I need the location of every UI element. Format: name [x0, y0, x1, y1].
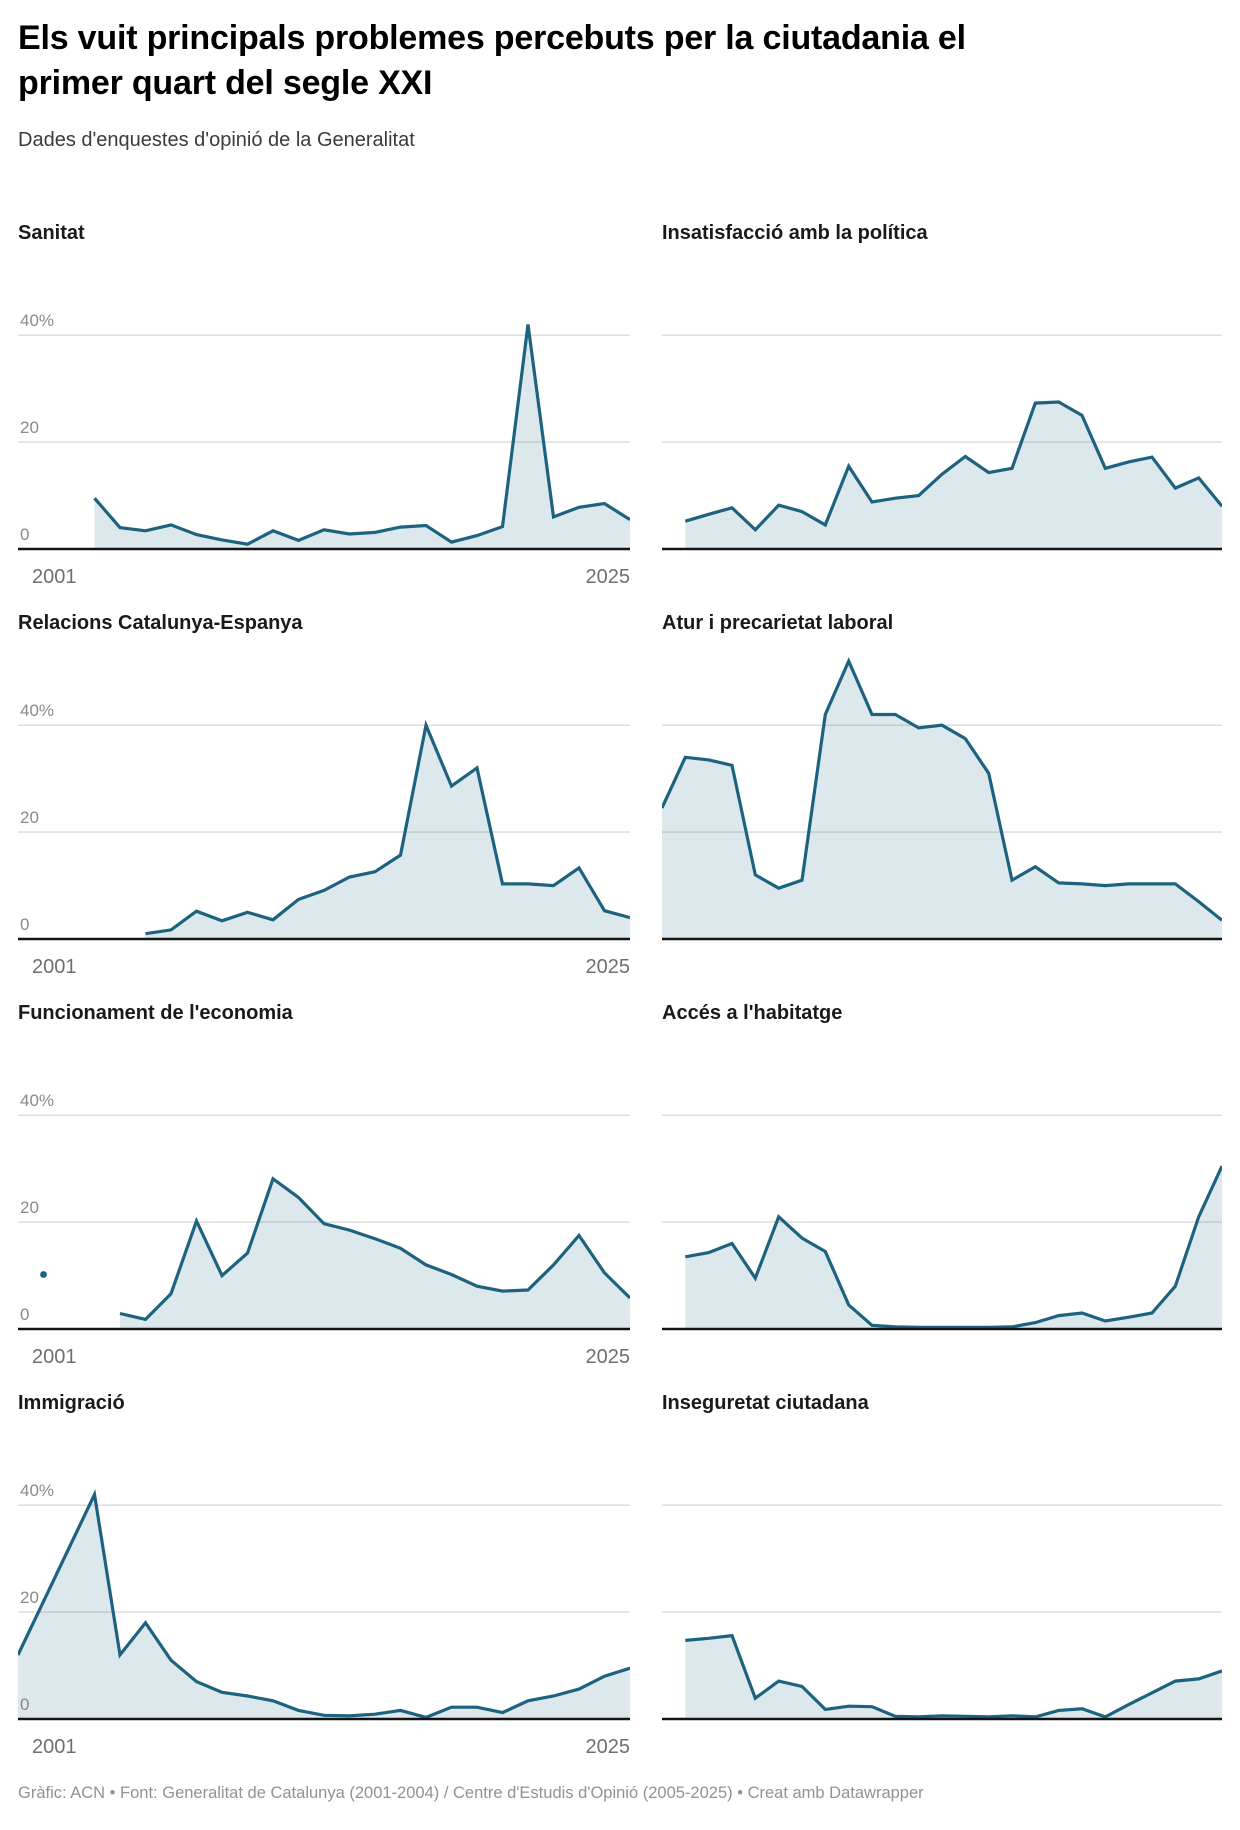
panel-title: Sanitat: [18, 222, 85, 245]
x-axis-label-end: 2025: [585, 956, 631, 979]
y-axis-label-40: 40%: [20, 1481, 55, 1501]
chart-canvas: [18, 1489, 630, 1721]
area-chart-economia: 40% 20 0: [18, 1036, 630, 1332]
y-axis-label-20: 20: [20, 1588, 39, 1608]
panel-insatisfaccio-politica: Insatisfacció amb la política: [662, 198, 1222, 588]
y-axis-label-0: 0: [20, 1695, 30, 1715]
x-axis: 2001 2025: [18, 1332, 630, 1380]
chart-canvas: [662, 334, 1222, 551]
footer-credit: Gràfic: ACN • Font: Generalitat de Catal…: [18, 1784, 924, 1803]
panel-funcionament-economia: Funcionament de l'economia 40% 20 0 2001…: [18, 978, 630, 1368]
x-axis-label-start: 2001: [32, 1346, 77, 1369]
area-chart-immigracio: 40% 20 0: [18, 1426, 630, 1722]
y-axis-label-0: 0: [20, 525, 30, 545]
chart-canvas: [662, 1114, 1222, 1331]
y-axis-label-40: 40%: [20, 1091, 55, 1111]
x-axis: [662, 1722, 1222, 1770]
area-chart-inseguretat: [662, 1426, 1222, 1722]
panel-title: Accés a l'habitatge: [662, 1002, 843, 1025]
y-axis-label-40: 40%: [20, 311, 55, 331]
y-axis-label-0: 0: [20, 915, 30, 935]
area-chart-atur: [662, 646, 1222, 942]
panel-title: Insatisfacció amb la política: [662, 222, 928, 245]
y-axis-label-40: 40%: [20, 701, 55, 721]
x-axis: 2001 2025: [18, 552, 630, 600]
x-axis-label-start: 2001: [32, 566, 77, 589]
page-subtitle: Dades d'enquestes d'opinió de la General…: [18, 129, 415, 152]
panel-title: Immigració: [18, 1392, 125, 1415]
panel-inseguretat-ciutadana: Inseguretat ciutadana: [662, 1368, 1222, 1758]
area-chart-habitatge: [662, 1036, 1222, 1332]
x-axis-label-end: 2025: [585, 566, 631, 589]
area-chart-insatisfaccio: [662, 256, 1222, 552]
panel-acces-habitatge: Accés a l'habitatge: [662, 978, 1222, 1368]
x-axis: 2001 2025: [18, 1722, 630, 1770]
charts-grid: Sanitat 40% 20 0 2001 2025 Insatisfacció…: [0, 198, 1240, 1758]
area-chart-relacions: 40% 20 0: [18, 646, 630, 942]
x-axis-label-end: 2025: [585, 1736, 631, 1759]
chart-canvas: [18, 1114, 630, 1331]
y-axis-label-0: 0: [20, 1305, 30, 1325]
panel-immigracio: Immigració 40% 20 0 2001 2025: [18, 1368, 630, 1758]
y-axis-label-20: 20: [20, 418, 39, 438]
x-axis-label-end: 2025: [585, 1346, 631, 1369]
header: Els vuit principals problemes percebuts …: [0, 0, 1240, 152]
panel-title: Inseguretat ciutadana: [662, 1392, 869, 1415]
page-title: Els vuit principals problemes percebuts …: [18, 19, 966, 102]
chart-canvas: [662, 657, 1222, 941]
x-axis-label-start: 2001: [32, 956, 77, 979]
panel-title: Atur i precarietat laboral: [662, 612, 894, 635]
y-axis-label-20: 20: [20, 1198, 39, 1218]
area-chart-sanitat: 40% 20 0: [18, 256, 630, 552]
footer: Gràfic: ACN • Font: Generalitat de Catal…: [0, 1758, 1240, 1803]
chart-canvas: [18, 719, 630, 941]
x-axis-label-start: 2001: [32, 1736, 77, 1759]
panel-sanitat: Sanitat 40% 20 0 2001 2025: [18, 198, 630, 588]
panel-title: Relacions Catalunya-Espanya: [18, 612, 303, 635]
panel-atur-precarietat: Atur i precarietat laboral: [662, 588, 1222, 978]
x-axis: 2001 2025: [18, 942, 630, 990]
chart-canvas: [662, 1504, 1222, 1721]
chart-canvas: [18, 324, 630, 551]
panel-title: Funcionament de l'economia: [18, 1002, 293, 1025]
y-axis-label-20: 20: [20, 808, 39, 828]
panel-relacions-catalunya-espanya: Relacions Catalunya-Espanya 40% 20 0 200…: [18, 588, 630, 978]
